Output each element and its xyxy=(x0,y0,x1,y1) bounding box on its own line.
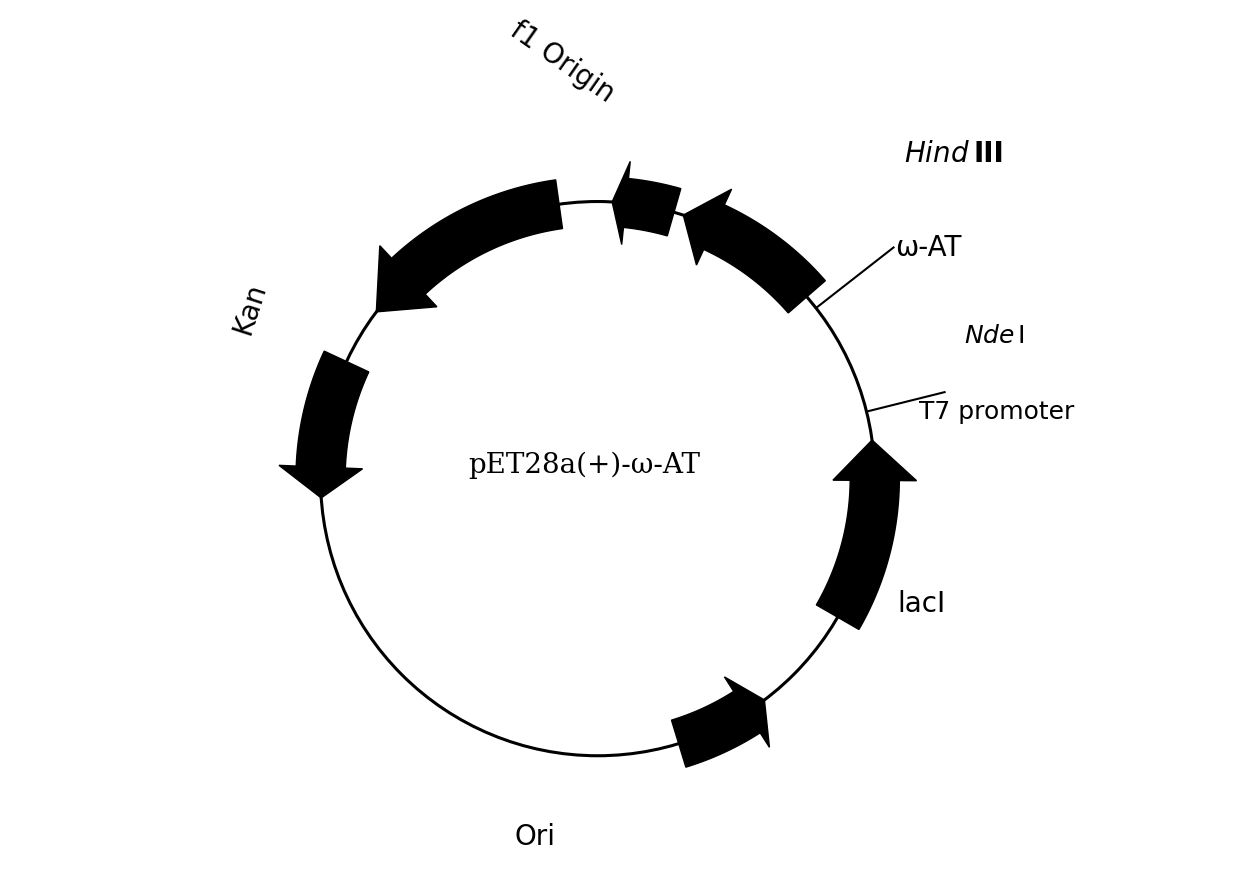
Polygon shape xyxy=(703,205,826,313)
Polygon shape xyxy=(672,691,760,767)
Polygon shape xyxy=(392,180,563,294)
Text: Ori: Ori xyxy=(515,822,556,851)
Text: lacI: lacI xyxy=(897,590,945,618)
Polygon shape xyxy=(624,179,681,236)
Text: III: III xyxy=(973,140,1004,168)
Text: T7 promoter: T7 promoter xyxy=(920,400,1075,424)
Polygon shape xyxy=(816,480,899,629)
Text: $\mathit{Hind}$: $\mathit{Hind}$ xyxy=(904,140,970,168)
Text: $\mathit{Nde}$: $\mathit{Nde}$ xyxy=(965,324,1016,348)
Text: pET28a(+)-ω-AT: pET28a(+)-ω-AT xyxy=(469,451,701,479)
Polygon shape xyxy=(833,440,916,481)
Text: ω-AT: ω-AT xyxy=(895,234,961,263)
Text: I: I xyxy=(1018,324,1025,348)
Polygon shape xyxy=(683,190,732,265)
Text: Kan: Kan xyxy=(228,280,272,338)
Text: f1 Origin: f1 Origin xyxy=(505,16,619,107)
Polygon shape xyxy=(724,677,770,747)
Polygon shape xyxy=(613,162,630,245)
Polygon shape xyxy=(376,246,436,312)
Polygon shape xyxy=(279,466,362,498)
Polygon shape xyxy=(296,351,368,468)
